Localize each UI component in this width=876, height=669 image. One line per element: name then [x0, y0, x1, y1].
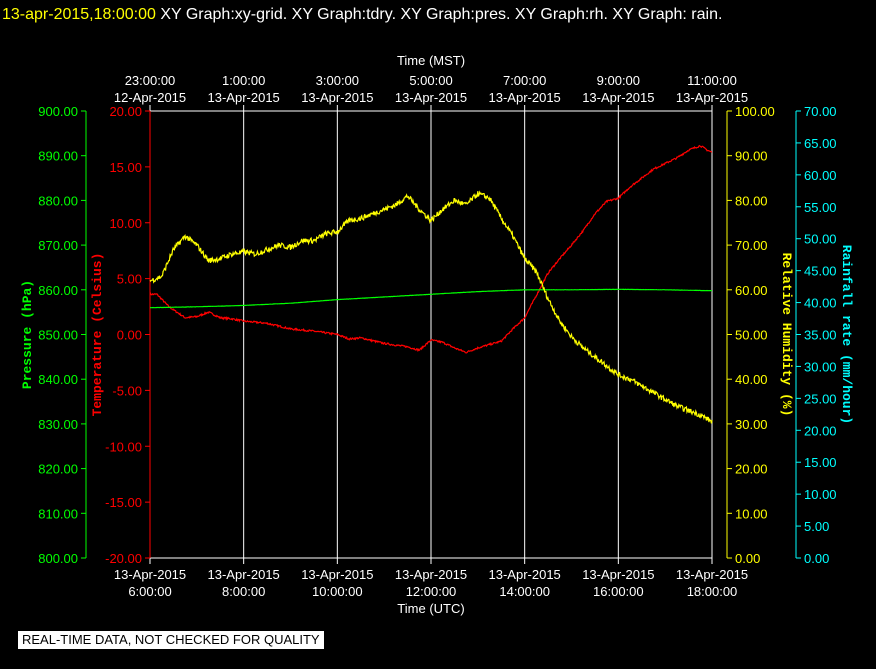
- x-top-tick-date: 13-Apr-2015: [208, 90, 280, 105]
- humidity-axis-label: Relative Humidity (%): [779, 253, 794, 417]
- humidity-tick-label: 90.00: [735, 149, 768, 164]
- x-bottom-tick-time: 6:00:00: [128, 584, 171, 599]
- rainfall-tick-label: 25.00: [804, 391, 837, 406]
- humidity-tick-label: 50.00: [735, 328, 768, 343]
- quality-notice: REAL-TIME DATA, NOT CHECKED FOR QUALITY: [18, 631, 324, 649]
- rainfall-tick-label: 0.00: [804, 551, 829, 566]
- x-bottom-tick-date: 13-Apr-2015: [114, 567, 186, 582]
- x-top-tick-date: 13-Apr-2015: [676, 90, 748, 105]
- x-bottom-tick-time: 18:00:00: [687, 584, 738, 599]
- rainfall-tick-label: 45.00: [804, 264, 837, 279]
- humidity-tick-label: 20.00: [735, 462, 768, 477]
- humidity-tick-label: 100.00: [735, 104, 775, 119]
- pressure-tick-label: 860.00: [38, 283, 78, 298]
- axes-layer: [81, 105, 801, 564]
- temperature-tick-label: 20.00: [109, 104, 142, 119]
- rainfall-tick-label: 50.00: [804, 232, 837, 247]
- x-top-tick-date: 13-Apr-2015: [301, 90, 373, 105]
- rainfall-tick-label: 30.00: [804, 359, 837, 374]
- rainfall-tick-label: 40.00: [804, 296, 837, 311]
- x-bottom-tick-time: 16:00:00: [593, 584, 644, 599]
- x-top-tick-time: 3:00:00: [316, 73, 359, 88]
- x-top-tick-time: 7:00:00: [503, 73, 546, 88]
- pressure-tick-label: 820.00: [38, 462, 78, 477]
- temperature-tick-label: 0.00: [117, 328, 142, 343]
- rainfall-tick-label: 55.00: [804, 200, 837, 215]
- grid-layer: [243, 111, 619, 558]
- pressure-tick-label: 900.00: [38, 104, 78, 119]
- temperature-series-line: [149, 144, 713, 354]
- x-bottom-tick-time: 12:00:00: [406, 584, 457, 599]
- temperature-tick-label: 15.00: [109, 160, 142, 175]
- pressure-axis-label: Pressure (hPa): [20, 280, 35, 389]
- rainfall-axis-label: Rainfall rate (mm/hour): [839, 245, 854, 424]
- pressure-tick-label: 830.00: [38, 417, 78, 432]
- humidity-tick-label: 0.00: [735, 551, 760, 566]
- rainfall-tick-label: 10.00: [804, 487, 837, 502]
- pressure-tick-label: 810.00: [38, 506, 78, 521]
- x-bottom-tick-time: 14:00:00: [499, 584, 550, 599]
- x-bottom-tick-date: 13-Apr-2015: [676, 567, 748, 582]
- temperature-tick-label: -5.00: [112, 383, 142, 398]
- rainfall-tick-label: 15.00: [804, 455, 837, 470]
- temperature-tick-label: -20.00: [105, 551, 142, 566]
- x-bottom-tick-time: 8:00:00: [222, 584, 265, 599]
- humidity-tick-label: 60.00: [735, 283, 768, 298]
- rainfall-tick-label: 65.00: [804, 136, 837, 151]
- header-graph-list: XY Graph:xy-grid. XY Graph:tdry. XY Grap…: [160, 6, 723, 23]
- temperature-tick-label: 10.00: [109, 216, 142, 231]
- rainfall-tick-label: 60.00: [804, 168, 837, 183]
- temperature-axis-label: Temperature (Celsius): [90, 253, 105, 417]
- x-top-tick-date: 13-Apr-2015: [582, 90, 654, 105]
- humidity-tick-label: 40.00: [735, 372, 768, 387]
- x-top-tick-date: 13-Apr-2015: [489, 90, 561, 105]
- x-top-axis-label: Time (MST): [397, 53, 465, 68]
- humidity-series-line: [149, 190, 713, 424]
- x-bottom-tick-date: 13-Apr-2015: [582, 567, 654, 582]
- x-bottom-axis-label: Time (UTC): [397, 601, 464, 616]
- pressure-tick-label: 870.00: [38, 238, 78, 253]
- pressure-tick-label: 880.00: [38, 193, 78, 208]
- rainfall-tick-label: 70.00: [804, 104, 837, 119]
- pressure-tick-label: 840.00: [38, 372, 78, 387]
- pressure-series-line: [149, 288, 713, 309]
- rainfall-tick-label: 5.00: [804, 519, 829, 534]
- rainfall-tick-label: 35.00: [804, 328, 837, 343]
- humidity-tick-label: 10.00: [735, 506, 768, 521]
- x-bottom-tick-date: 13-Apr-2015: [208, 567, 280, 582]
- humidity-tick-label: 30.00: [735, 417, 768, 432]
- x-bottom-tick-date: 13-Apr-2015: [489, 567, 561, 582]
- x-top-tick-time: 23:00:00: [125, 73, 176, 88]
- x-top-tick-time: 11:00:00: [687, 73, 737, 88]
- series-layer: [149, 144, 713, 424]
- pressure-tick-label: 890.00: [38, 149, 78, 164]
- chart-header: 13-apr-2015,18:00:00 XY Graph:xy-grid. X…: [2, 2, 862, 28]
- label-layer: 13-Apr-2015 6:00:00 23:00:00 12-Apr-2015 13-…: [20, 53, 854, 616]
- pressure-tick-label: 800.00: [38, 551, 78, 566]
- temperature-tick-label: -15.00: [105, 495, 142, 510]
- humidity-tick-label: 80.00: [735, 193, 768, 208]
- humidity-tick-label: 70.00: [735, 238, 768, 253]
- pressure-tick-label: 850.00: [38, 328, 78, 343]
- x-top-tick-time: 1:00:00: [222, 73, 265, 88]
- x-top-tick-date: 13-Apr-2015: [395, 90, 467, 105]
- x-top-tick-date: 12-Apr-2015: [114, 90, 186, 105]
- x-top-tick-time: 5:00:00: [409, 73, 452, 88]
- rainfall-tick-label: 20.00: [804, 423, 837, 438]
- header-timestamp: 13-apr-2015,18:00:00: [2, 6, 156, 23]
- x-top-tick-time: 9:00:00: [597, 73, 640, 88]
- x-bottom-tick-date: 13-Apr-2015: [301, 567, 373, 582]
- x-bottom-tick-date: 13-Apr-2015: [395, 567, 467, 582]
- temperature-tick-label: -10.00: [105, 439, 142, 454]
- x-bottom-tick-time: 10:00:00: [312, 584, 363, 599]
- temperature-tick-label: 5.00: [117, 272, 142, 287]
